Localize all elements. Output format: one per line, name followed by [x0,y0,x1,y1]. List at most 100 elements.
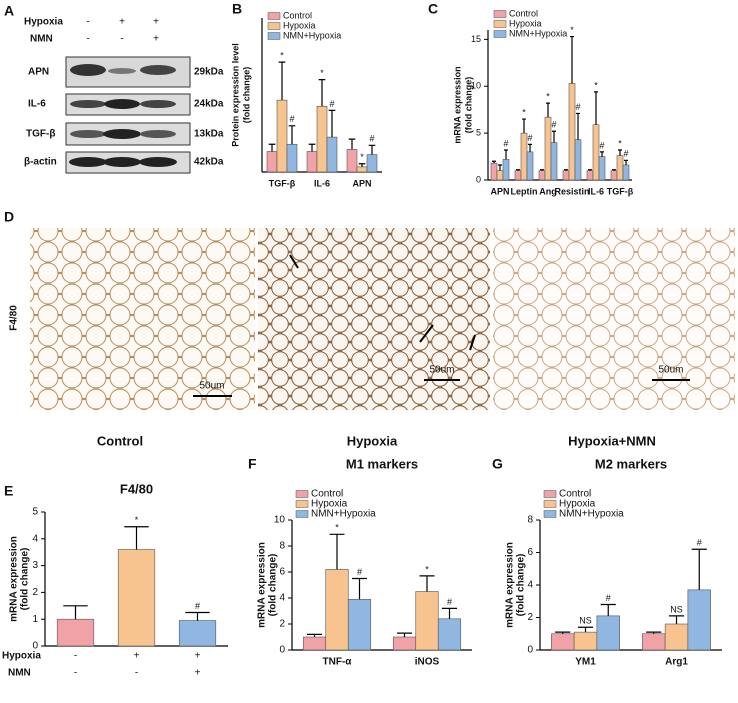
y-tick-label: 6 [279,567,285,578]
bar [117,549,156,647]
bar [687,589,711,651]
y-tick-label: 2 [279,619,285,630]
x-tick-label: APN [490,186,509,196]
band [70,130,106,138]
condition-mark: + [119,17,125,28]
scale-label: 50um [658,365,683,376]
band [103,129,141,139]
annotation: * [570,25,574,35]
condition-mark: - [86,17,89,28]
band [140,100,176,108]
bar [550,142,558,181]
y-tick-label: 15 [471,34,481,44]
x-tick-label: TGF-β [607,186,634,196]
error-bar [498,164,502,171]
bar [356,166,368,173]
annotation: # [575,102,580,112]
legend-swatch [267,22,281,30]
condition-mark: - [74,668,77,679]
annotation: # [697,538,702,548]
error-bar [564,169,568,171]
band [104,99,140,109]
legend-label: Control [509,8,538,18]
error-bar [63,605,88,620]
error-bar [348,138,356,150]
x-tick-label: APN [352,178,371,188]
bar [316,105,328,173]
bar [178,620,217,647]
legend-label: Hypoxia [559,499,596,510]
legend-swatch [493,30,507,38]
x-tick-label: Arg1 [665,657,688,668]
band [69,157,107,167]
y-tick-label: 2 [32,587,38,598]
bar [598,156,606,181]
bar [526,151,534,181]
legend-label: NMN+Hypoxia [509,28,567,38]
y-tick-label: 0 [476,174,481,184]
bar [325,569,349,651]
legend-label: Hypoxia [311,499,348,510]
bar [276,99,288,173]
error-bar [504,149,508,160]
legend-swatch [267,12,281,20]
y-tick-label: 6 [527,547,533,558]
protein-name: APN [28,67,49,78]
error-bar [124,526,149,550]
error-bar [419,575,435,592]
error-bar [329,533,345,570]
band [70,64,106,76]
y-tick-label: 8 [279,541,285,552]
error-bar [540,169,544,171]
error-bar [288,125,296,145]
bar [544,116,552,181]
micrograph [258,228,490,410]
y-tick-label: 0 [527,645,533,656]
y-tick-label: 2 [527,612,533,623]
legend-label: NMN+Hypoxia [283,30,341,40]
legend-label: Hypoxia [283,20,316,30]
error-bar [555,631,571,634]
bar [302,636,327,651]
bar [514,170,522,181]
protein-size: 29kDa [194,67,224,78]
error-bar [368,144,376,155]
error-bar [528,143,532,152]
y-tick-label: 5 [32,507,38,518]
annotation: # [527,133,532,143]
y-axis-label: mRNA expression [505,542,516,628]
histology: F4/80 50um 50um 50um Control Hypoxia Hyp… [9,228,735,448]
y-axis-label: (fold change) [20,548,31,611]
condition-mark: + [153,34,159,45]
scale-label: 50um [199,381,224,392]
bar [551,633,575,651]
annotation: * [618,138,622,148]
protein-size: 42kDa [194,157,224,168]
chart-title: M2 markers [595,456,667,471]
panel-label: E [4,483,13,499]
error-bar [624,159,628,165]
error-bar [397,632,412,637]
y-axis-label: mRNA expression [9,536,20,622]
annotation: # [369,134,374,144]
error-bar [492,160,496,164]
bar [490,162,498,181]
bar [596,615,620,651]
bar [568,83,576,181]
error-bar [612,169,616,171]
y-axis-label: (fold change) [463,77,473,134]
legend-swatch [543,510,557,518]
y-axis-label: mRNA expression [257,542,268,628]
y-tick-label: 4 [527,580,533,591]
bar [586,170,594,181]
condition-mark: + [195,651,201,662]
scale-label: 50um [429,365,454,376]
annotation: * [280,51,284,61]
condition-mark: - [86,34,89,45]
condition-name: NMN [8,668,31,679]
error-bar [268,143,276,152]
band [103,157,141,167]
image-caption: Hypoxia [347,433,398,448]
condition-mark: + [134,651,140,662]
band [108,68,136,74]
